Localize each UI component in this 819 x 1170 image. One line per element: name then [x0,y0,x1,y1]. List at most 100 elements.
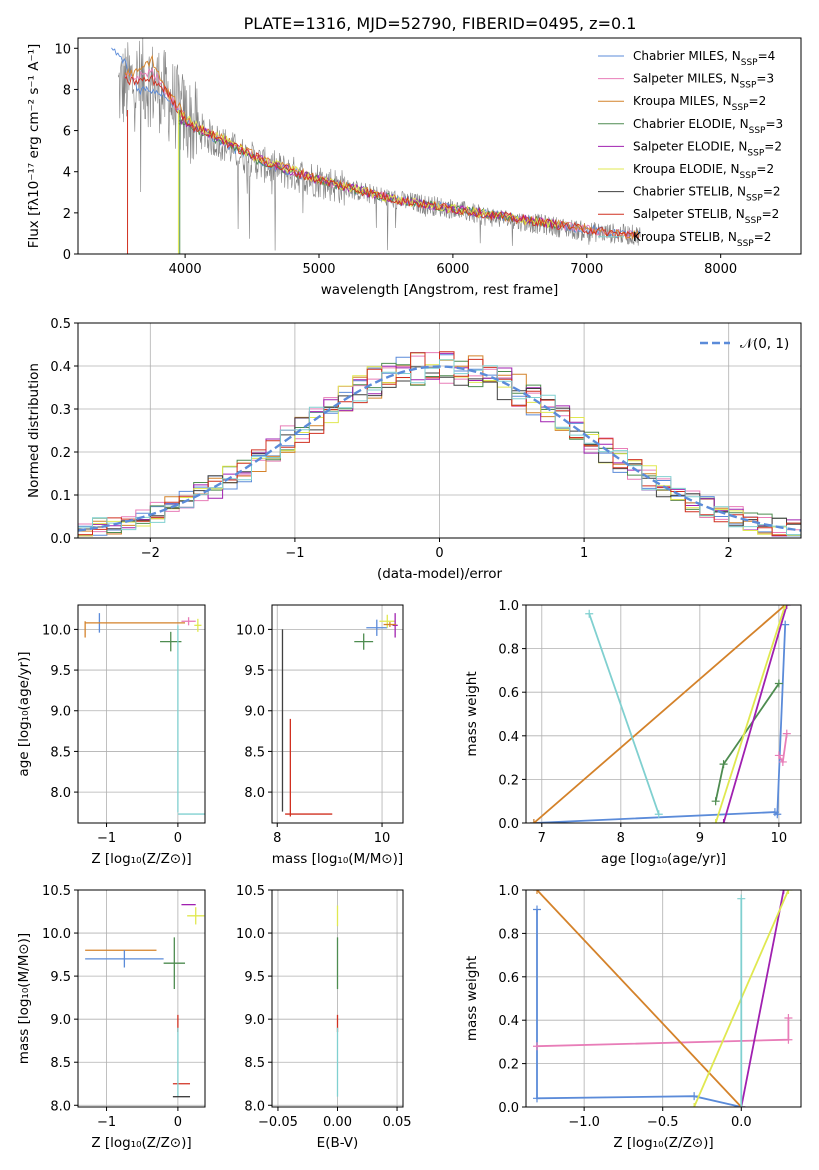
legend-count: =2 [754,230,772,244]
model-line-salpeter-stelib [124,74,640,240]
y-tick-label: 9.5 [50,970,71,985]
series-marker [784,1035,793,1044]
series-marker [711,819,720,823]
model-line-kroupa-elodie [178,110,560,228]
y-tick-label: 0.2 [50,446,71,461]
x-tick-label: 6000 [436,262,469,277]
y-tick-label: 8.5 [244,745,265,760]
panel-mass-vs-ebv: −0.05 0.00 0.05 8.0 8.5 9.0 9.5 10.0 10.5 E(B-V) [236,884,411,1151]
x-tick-label: 1 [580,546,588,561]
y-axis-label: age [log₁₀(age/yr)] [16,651,32,776]
y-tick-label: 9.0 [50,1013,71,1028]
y-tick-label: 2 [63,207,71,222]
series-line-kroupa-miles [533,605,786,823]
x-tick-label: −0.05 [258,1115,298,1130]
series-line-chabrier-miles [533,624,787,823]
y-tick-label: 9.0 [244,1013,265,1028]
series-line-kroupa-stelib [588,613,660,815]
panel-spectrum: Chabrier MILES, NSSP=4 Salpeter MILES, NS… [26,37,802,298]
legend-count: =3 [765,117,783,131]
x-tick-label: 0.00 [323,1115,352,1130]
series-marker [774,679,783,688]
plot-area [281,613,398,817]
legend-label: Salpeter MILES, NSSP=3 [633,72,774,91]
panel-weight-vs-age: 7 8 9 10 0.0 0.2 0.4 0.6 0.8 1.0 age [log₁₀(age/yr… [464,599,802,867]
axes-frame [525,889,802,1108]
y-tick-label: 0.6 [498,686,519,701]
series-marker [533,1094,541,1103]
legend-entry: Chabrier STELIB, NSSP=2 [598,185,781,204]
x-axis-label: mass [log₁₀(M/M⊙)] [272,851,403,867]
series-marker [690,1092,699,1101]
y-tick-label: 10 [54,42,71,57]
series-marker [781,620,790,629]
series-marker [711,797,720,806]
legend-label: Kroupa MILES, NSSP=2 [633,94,766,113]
x-axis-label: wavelength [Angstrom, rest frame] [321,282,559,298]
x-axis-label: Z [log₁₀(Z/Z⊙)] [613,1135,713,1151]
series-marker [533,1042,541,1051]
x-tick-label: 9 [696,831,704,846]
series-line-salpeter-elodie [722,605,788,823]
y-axis-label: mass weight [464,671,480,756]
y-tick-label: 10.5 [42,884,71,899]
plot-area [85,903,205,1098]
axes-frame [77,889,206,1108]
panel-mass-vs-Z: −1 0 8.0 8.5 9.0 9.5 10.0 10.5 Z [log₁₀(Z/Z⊙)] ma… [16,884,206,1151]
x-tick-label: 5000 [302,262,335,277]
y-tick-label: 0.8 [498,927,519,942]
y-tick-label: 9.0 [244,705,265,720]
y-axis-label: Flux [fλ10⁻¹⁷ erg cm⁻² s⁻¹ A⁻¹] [26,44,42,249]
y-tick-label: 9.5 [50,664,71,679]
y-tick-label: 8.5 [50,745,71,760]
legend-label: Salpeter ELODIE, NSSP=2 [633,139,782,158]
y-tick-label: 6 [63,125,71,140]
y-tick-label: 8 [63,83,71,98]
y-tick-label: 8.0 [244,786,265,801]
y-tick-label: 1.0 [498,884,519,899]
legend-count: =2 [749,94,767,108]
x-tick-label: 2 [725,546,733,561]
histogram-kroupa-stelib [78,359,801,536]
x-tick-label: 10 [771,831,788,846]
y-tick-label: 9.5 [244,970,265,985]
plot-area [84,613,205,815]
plot-area [533,890,793,1107]
axes-frame [77,604,206,824]
y-tick-label: 0.2 [498,1058,519,1073]
legend-entry: Salpeter ELODIE, NSSP=2 [598,139,782,158]
axes-frame [525,604,802,824]
x-tick-label: −1 [285,546,304,561]
model-line-salpeter-elodie [178,114,560,230]
y-tick-label: 0.2 [498,773,519,788]
legend-label: Salpeter STELIB, NSSP=2 [633,207,779,226]
x-axis-label: age [log₁₀(age/yr)] [601,851,726,867]
panel-age-vs-Z: −1 0 8.0 8.5 9.0 9.5 10.0 Z [log₁₀(Z/Z⊙)] age [l… [16,604,206,867]
legend-subscript: SSP [746,194,763,204]
series-marker [719,819,728,823]
series-marker [782,729,791,738]
series-line-salpeter-elodie [740,890,785,1107]
legend-entry: Chabrier MILES, NSSP=4 [598,49,775,68]
legend-subscript: SSP [745,216,762,226]
legend-subscript: SSP [747,148,764,158]
series-marker [529,819,538,823]
legend-subscript: SSP [741,58,758,68]
y-tick-label: 1.0 [498,599,519,614]
legend-count: =4 [758,49,776,63]
series-marker [719,760,728,769]
series-marker [737,1103,746,1107]
axes-frame [77,37,802,255]
y-tick-label: 0.0 [50,532,71,547]
y-tick-label: 0.4 [50,360,71,375]
x-tick-label: 0 [174,831,182,846]
x-tick-label: 8000 [704,262,737,277]
series-marker [779,890,788,894]
series-marker [784,890,793,894]
x-tick-label: −1 [97,831,116,846]
legend-entry: Salpeter MILES, NSSP=3 [598,72,774,91]
y-tick-label: 10.0 [42,623,71,638]
legend-entry: Kroupa ELODIE, NSSP=2 [598,162,774,181]
x-tick-label: −2 [141,546,160,561]
